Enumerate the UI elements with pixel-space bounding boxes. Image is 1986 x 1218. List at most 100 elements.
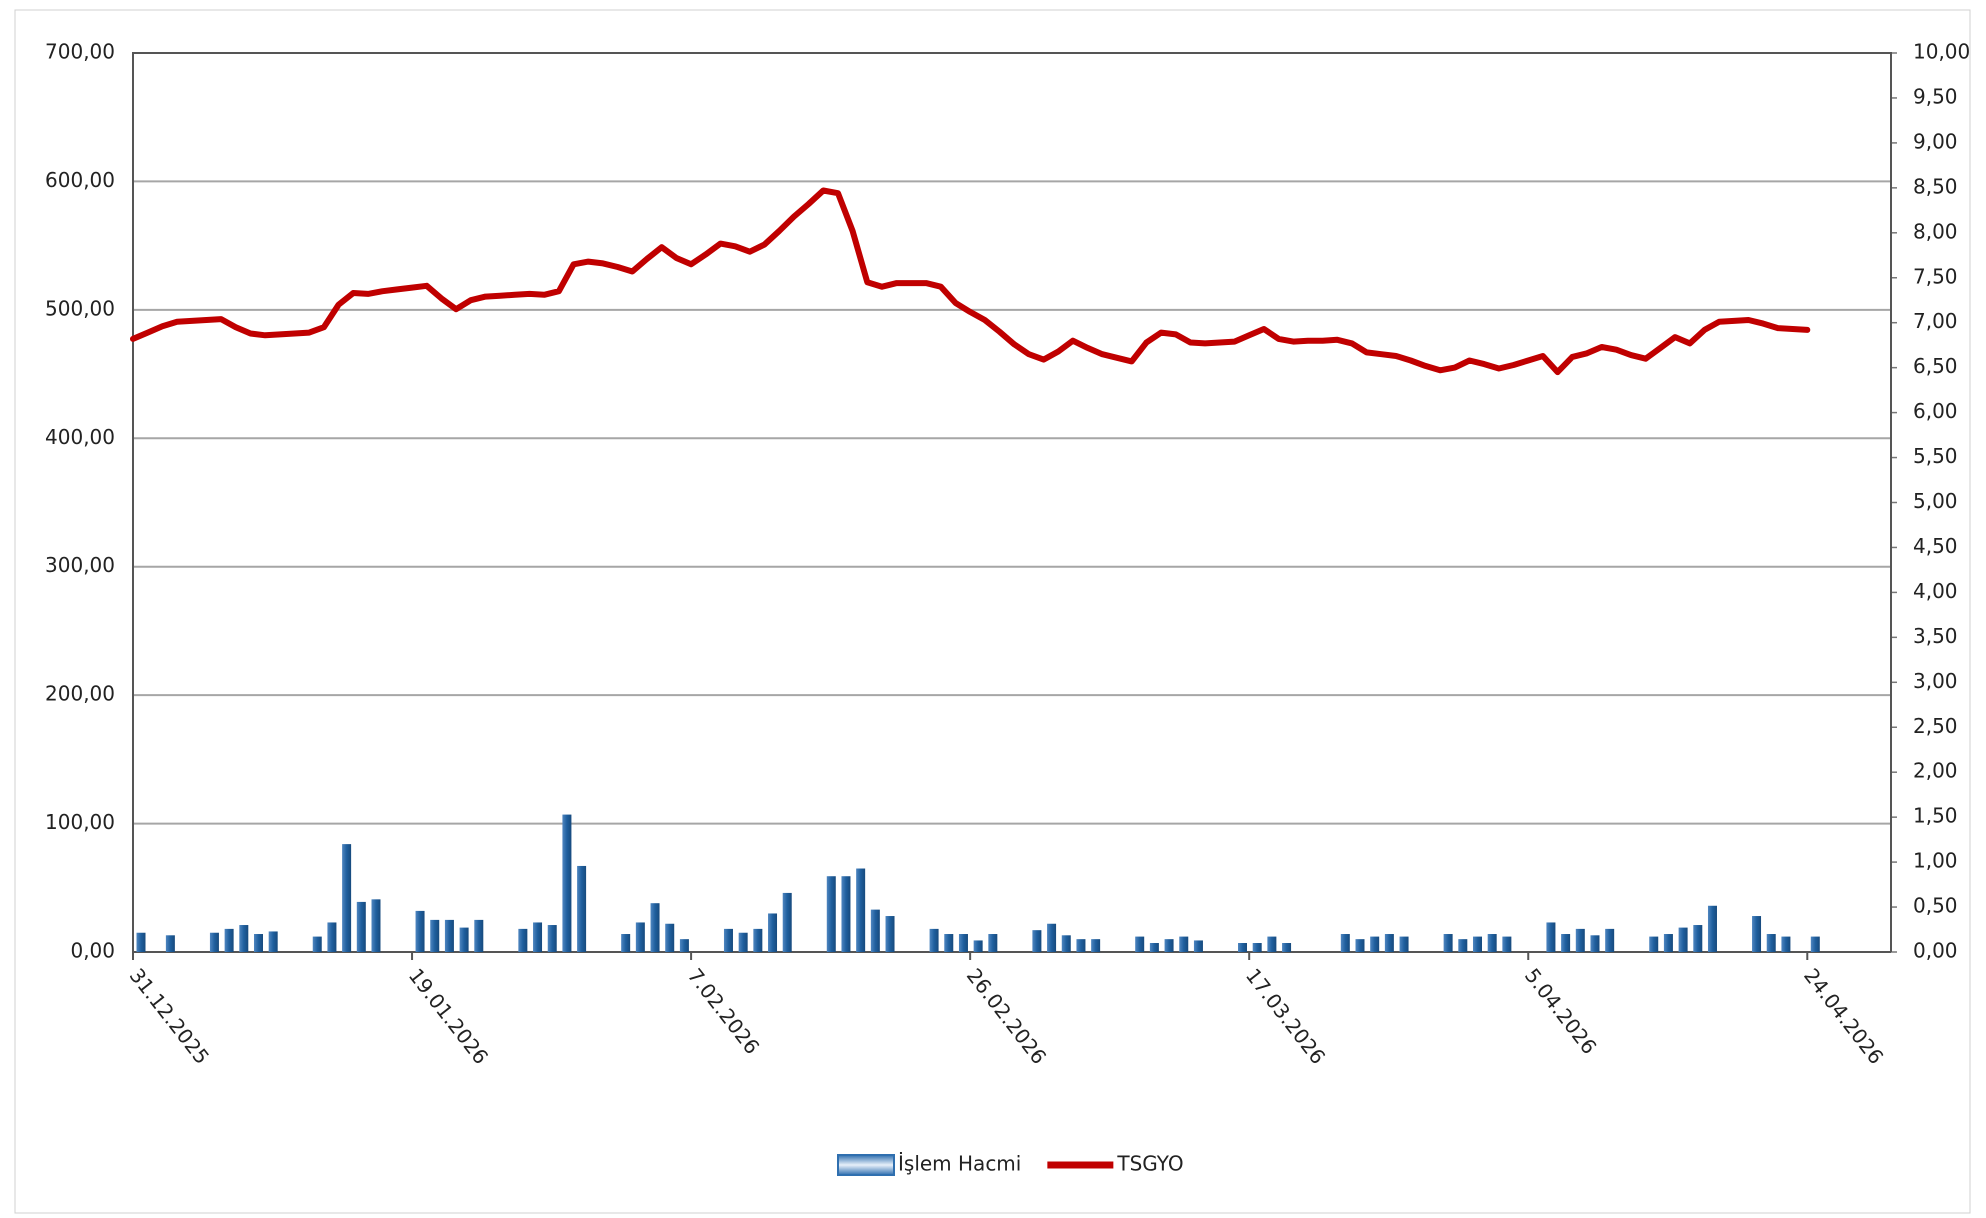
y-tick-label: 200,00 <box>45 682 115 706</box>
y2-tick-label: 5,00 <box>1913 489 1958 513</box>
y-tick-label: 0,00 <box>70 939 115 963</box>
bar <box>312 936 322 952</box>
bar <box>1399 936 1409 952</box>
bar <box>665 923 675 952</box>
bar <box>885 916 895 952</box>
bar <box>1649 936 1659 952</box>
bar <box>1707 905 1717 952</box>
bar <box>371 899 381 952</box>
bar <box>1561 934 1571 952</box>
bar <box>209 932 219 952</box>
y2-tick-label: 3,00 <box>1913 669 1958 693</box>
bar <box>1443 934 1453 952</box>
y-tick-label: 600,00 <box>45 168 115 192</box>
bar <box>753 928 763 952</box>
bar <box>1267 936 1277 952</box>
y2-tick-label: 0,50 <box>1913 894 1958 918</box>
bar <box>1781 936 1791 952</box>
bar <box>1032 930 1042 952</box>
bar <box>342 844 352 952</box>
y2-tick-label: 2,00 <box>1913 759 1958 783</box>
chart-frame <box>14 9 1971 1214</box>
legend-label: İşlem Hacmi <box>898 1152 1021 1176</box>
bar <box>239 925 249 952</box>
y-tick-label: 300,00 <box>45 553 115 577</box>
bar <box>165 935 175 952</box>
y2-tick-label: 8,50 <box>1913 174 1958 198</box>
y-tick-label: 100,00 <box>45 810 115 834</box>
bar <box>1340 934 1350 952</box>
bar <box>444 919 454 952</box>
bar <box>650 903 660 952</box>
y2-tick-label: 2,50 <box>1913 714 1958 738</box>
bar <box>738 932 748 952</box>
bar <box>1546 922 1556 952</box>
bar <box>1575 928 1585 952</box>
y2-tick-label: 1,50 <box>1913 804 1958 828</box>
bar <box>1252 943 1262 952</box>
bar <box>327 922 337 952</box>
y2-tick-label: 7,50 <box>1913 264 1958 288</box>
bar <box>1605 928 1615 952</box>
x-tick-label: 7.02.2026 <box>683 964 765 1059</box>
bar <box>973 940 983 952</box>
bar <box>1472 936 1482 952</box>
bar <box>1502 936 1512 952</box>
bar <box>782 892 792 952</box>
y2-tick-label: 9,00 <box>1913 129 1958 153</box>
bar <box>944 934 954 952</box>
bar <box>136 932 146 952</box>
y2-tick-label: 6,50 <box>1913 354 1958 378</box>
y-tick-label: 500,00 <box>45 296 115 320</box>
y2-tick-label: 0,00 <box>1913 939 1958 963</box>
bar <box>635 922 645 952</box>
x-tick-label: 19.01.2026 <box>404 964 493 1069</box>
bar <box>356 901 366 952</box>
x-tick-label: 24.04.2026 <box>1799 964 1888 1069</box>
bar <box>621 934 631 952</box>
x-tick-label: 5.04.2026 <box>1520 964 1602 1059</box>
y2-tick-label: 10,00 <box>1913 40 1970 64</box>
bar <box>1663 934 1673 952</box>
bar <box>474 919 484 952</box>
bar <box>518 928 528 952</box>
bar <box>1766 934 1776 952</box>
y2-tick-label: 3,50 <box>1913 624 1958 648</box>
bar <box>826 876 836 952</box>
bar <box>1487 934 1497 952</box>
bar <box>268 931 278 952</box>
bar <box>577 865 587 952</box>
bar <box>1678 927 1688 952</box>
bar <box>1047 923 1057 952</box>
bar <box>1282 943 1292 952</box>
bar <box>723 928 733 952</box>
bar <box>768 913 778 952</box>
bar <box>958 934 968 952</box>
bar <box>1164 939 1174 952</box>
y-tick-label: 700,00 <box>45 40 115 64</box>
bar <box>562 814 572 952</box>
bar <box>870 909 880 952</box>
bar <box>856 868 866 952</box>
x-tick-label: 31.12.2025 <box>125 964 214 1069</box>
bar <box>1076 939 1086 952</box>
bar <box>1193 940 1203 952</box>
bar <box>1091 939 1101 952</box>
y2-tick-label: 1,00 <box>1913 849 1958 873</box>
bar <box>1355 939 1365 952</box>
bar <box>1810 936 1820 952</box>
bar <box>679 939 689 952</box>
y2-tick-label: 7,00 <box>1913 309 1958 333</box>
bar <box>929 928 939 952</box>
bar <box>1135 936 1145 952</box>
legend-swatch <box>837 1154 895 1176</box>
bar <box>1061 935 1071 952</box>
line <box>130 187 1811 376</box>
bar <box>533 922 543 952</box>
y2-tick-label: 5,50 <box>1913 444 1958 468</box>
bar <box>415 910 425 952</box>
bar <box>1238 943 1248 952</box>
y2-tick-label: 4,00 <box>1913 579 1958 603</box>
y2-tick-label: 6,00 <box>1913 399 1958 423</box>
